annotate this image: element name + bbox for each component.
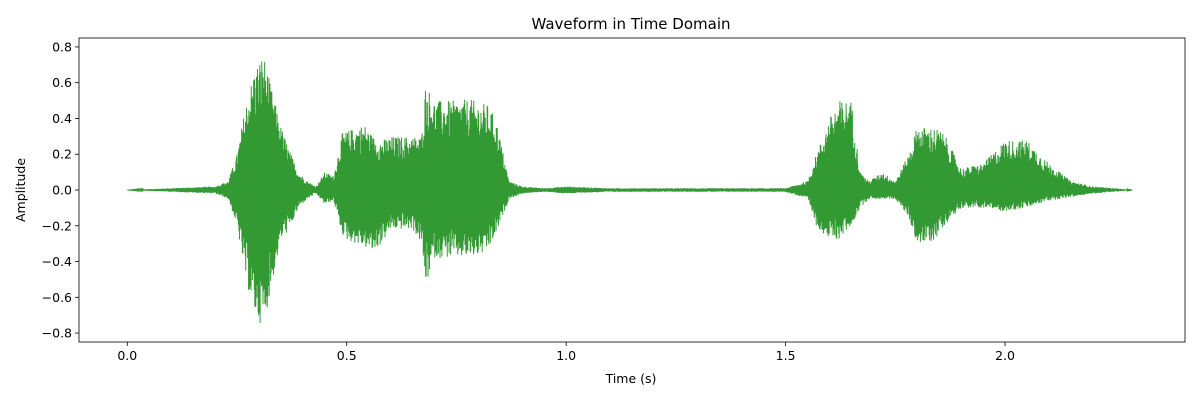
y-tick-label: −0.4 (42, 254, 72, 269)
plot-area (127, 61, 1133, 323)
y-tick-label: −0.8 (42, 326, 72, 341)
y-tick-label: −0.6 (42, 290, 72, 305)
waveform-line (127, 61, 1133, 323)
y-tick-label: 0.2 (52, 147, 72, 162)
x-tick-label: 0.0 (117, 348, 137, 363)
y-tick-label: 0.8 (52, 39, 72, 54)
x-tick-label: 0.5 (337, 348, 357, 363)
x-axis-ticks: 0.0 0.5 1.0 1.5 2.0 (117, 342, 1015, 363)
x-axis-label: Time (s) (605, 371, 657, 386)
y-tick-label: 0.0 (52, 183, 72, 198)
y-tick-label: 0.4 (52, 111, 72, 126)
x-tick-label: 2.0 (995, 348, 1015, 363)
y-axis-ticks: −0.8 −0.6 −0.4 −0.2 0.0 0.2 0.4 0.6 0.8 (42, 39, 79, 341)
y-axis-label: Amplitude (13, 158, 28, 222)
y-tick-label: 0.6 (52, 75, 72, 90)
x-tick-label: 1.0 (556, 348, 576, 363)
chart-title: Waveform in Time Domain (531, 15, 730, 33)
x-tick-label: 1.5 (776, 348, 796, 363)
y-tick-label: −0.2 (42, 218, 72, 233)
